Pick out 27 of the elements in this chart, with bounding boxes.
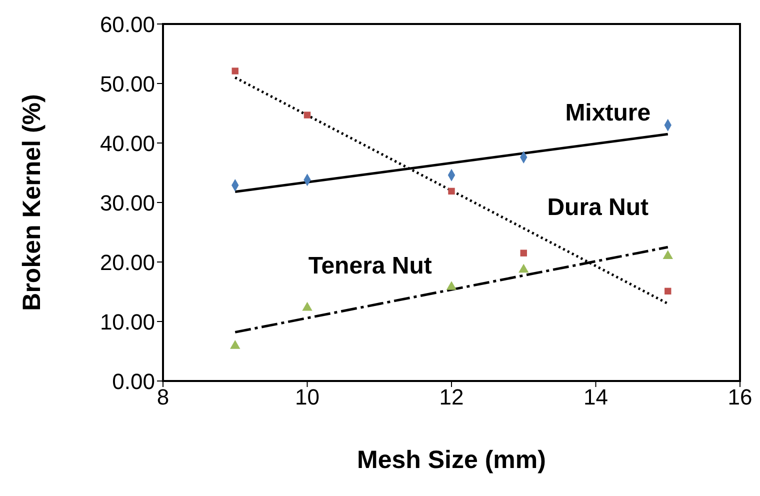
point (304, 112, 311, 118)
y-tick-label: 30.00 (100, 190, 155, 216)
point (302, 302, 312, 311)
x-tick-label: 12 (439, 384, 464, 410)
x-tick-label: 16 (728, 384, 752, 410)
x-tick-label: 10 (295, 384, 320, 410)
y-tick-label: 0.00 (112, 368, 155, 394)
point (232, 68, 238, 74)
x-tick-label: 14 (584, 384, 608, 410)
x-tick-label: 8 (156, 384, 170, 410)
point (520, 250, 527, 256)
y-axis-title: Broken Kernel (%) (18, 94, 46, 311)
point (230, 340, 240, 349)
series-label: Tenera Nut (308, 252, 432, 280)
point (448, 188, 455, 195)
point (664, 288, 672, 295)
x-axis-title: Mesh Size (mm) (357, 446, 546, 474)
series-label: Dura Nut (547, 194, 649, 221)
point (446, 281, 457, 290)
y-tick-label: 20.00 (100, 250, 155, 275)
point (518, 264, 529, 273)
point (662, 250, 673, 259)
y-tick-label: 60.00 (100, 12, 155, 37)
series-label: Mixture (565, 99, 651, 126)
y-tick-label: 50.00 (100, 71, 155, 96)
y-tick-label: 10.00 (100, 309, 155, 334)
y-tick-label: 40.00 (100, 130, 155, 156)
